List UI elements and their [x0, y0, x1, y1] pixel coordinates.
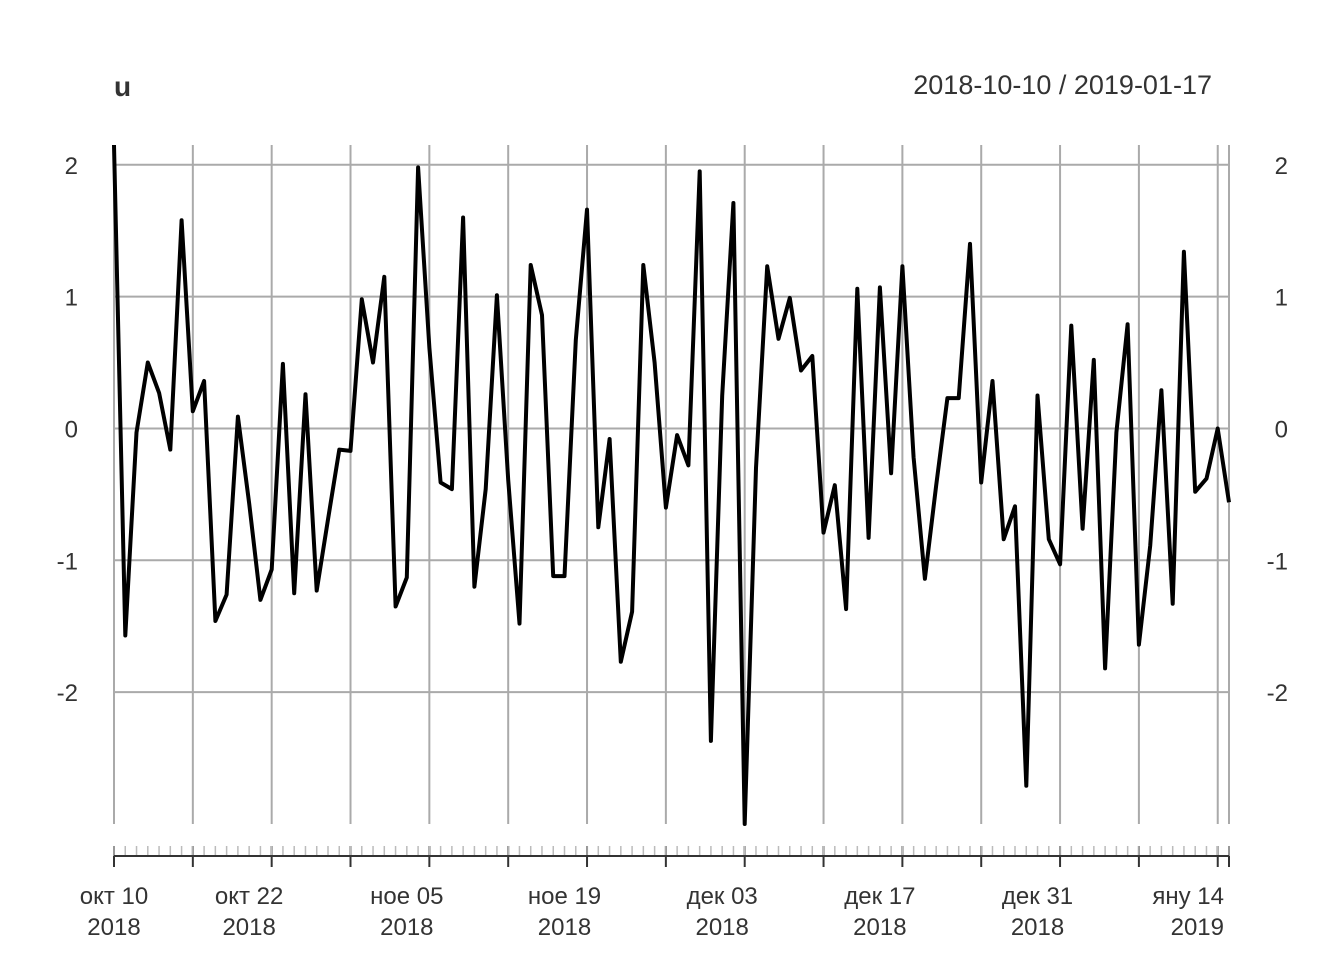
x-tick-label-date: окт 22: [215, 883, 283, 910]
y-tick-label-right: 2: [1275, 153, 1288, 180]
x-axis: окт 10 2018 окт 22 2018 ное 05 2018 ное 19 2018…: [80, 846, 1230, 941]
y-tick-label-left: 2: [65, 153, 78, 180]
x-tick-label-date: ное 19: [528, 883, 601, 910]
x-tick-label-year: 2018: [87, 914, 140, 941]
x-tick-label-year: 2018: [538, 914, 591, 941]
y-axis-left: 2 1 0 -1 -2: [57, 153, 78, 707]
series-line: [112, 144, 1231, 826]
x-tick-label-year: 2018: [380, 914, 433, 941]
x-tick-label-year: 2018: [695, 914, 748, 941]
x-tick-label-date: яну 14: [1152, 883, 1224, 910]
x-tick-label-date: ное 05: [370, 883, 443, 910]
y-tick-label-left: 0: [65, 416, 78, 443]
x-tick-label-date: дек 03: [687, 883, 758, 910]
y-axis-right: 2 1 0 -1 -2: [1267, 153, 1288, 707]
x-tick-label-date: дек 17: [844, 883, 915, 910]
grid-lines: [113, 145, 1230, 824]
y-tick-label-left: -2: [57, 680, 78, 707]
y-tick-label-right: 1: [1275, 285, 1288, 312]
y-tick-label-right: -2: [1267, 680, 1288, 707]
y-tick-label-left: -1: [57, 548, 78, 575]
date-range-label: 2018-10-10 / 2019-01-17: [913, 70, 1212, 100]
y-tick-label-right: 0: [1275, 416, 1288, 443]
x-tick-label-date: дек 31: [1002, 883, 1073, 910]
x-tick-label-year: 2018: [853, 914, 906, 941]
x-tick-label-date: окт 10: [80, 883, 148, 910]
y-tick-label-left: 1: [65, 285, 78, 312]
x-tick-label-year: 2018: [1011, 914, 1064, 941]
chart-title: u: [114, 71, 131, 102]
x-tick-label-year: 2019: [1171, 914, 1224, 941]
y-tick-label-right: -1: [1267, 548, 1288, 575]
x-tick-label-year: 2018: [222, 914, 275, 941]
